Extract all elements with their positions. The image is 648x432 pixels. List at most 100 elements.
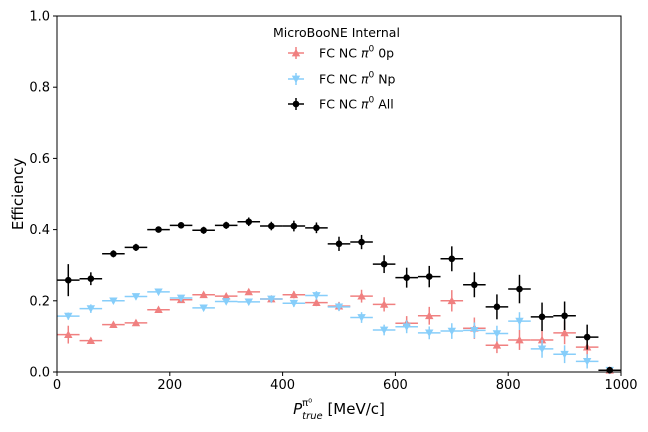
series-2-point-17 — [448, 255, 456, 263]
series-1-point-10 — [289, 299, 299, 308]
x-axis-label-main: P — [293, 400, 303, 418]
series-1-point-22 — [560, 350, 569, 359]
series-1-point-2 — [109, 297, 118, 305]
series-2 — [57, 217, 621, 374]
series-0-point-8 — [244, 287, 253, 296]
series-1-point-3 — [131, 293, 141, 301]
legend-label-0: FC NC π0 0p — [319, 45, 394, 61]
legend-marker-2 — [292, 100, 300, 108]
series-1-point-7 — [222, 298, 231, 306]
y-tick-label-2: 0.4 — [29, 223, 50, 238]
series-1-point-17 — [447, 327, 456, 336]
series-1-point-0 — [64, 312, 73, 321]
series-0-point-2 — [109, 320, 118, 329]
series-2-point-2 — [110, 250, 117, 258]
series-1-point-11 — [312, 292, 321, 300]
series-0-point-13 — [357, 291, 366, 300]
y-axis-label: Efficiency — [9, 158, 27, 230]
y-tick-label-3: 0.6 — [29, 152, 50, 167]
series-2-point-11 — [313, 224, 320, 232]
series-2-point-23 — [583, 333, 591, 341]
series-0-point-4 — [154, 305, 163, 314]
series-0-point-17 — [447, 296, 456, 305]
legend: FC NC π0 0p FC NC π0 Np FC NC π0 All — [288, 45, 396, 112]
series-1-point-5 — [176, 294, 186, 303]
series-1-point-8 — [244, 298, 253, 307]
x-axis-label-sup: π⁰ — [302, 398, 312, 409]
legend-marker-0 — [291, 48, 301, 57]
series-2-point-8 — [245, 218, 253, 226]
series-2-point-12 — [335, 240, 343, 248]
series-1-point-14 — [379, 326, 389, 335]
series-0-point-16 — [425, 311, 434, 320]
x-tick-label-1: 200 — [157, 378, 182, 393]
series-2-point-3 — [132, 244, 140, 251]
series-2-point-5 — [177, 222, 185, 229]
series-1-point-16 — [425, 329, 434, 338]
series-0-point-20 — [515, 335, 524, 344]
series-1-point-4 — [154, 288, 163, 297]
series-1-point-6 — [199, 304, 208, 313]
series-2-point-1 — [87, 275, 95, 283]
series-0-point-1 — [86, 336, 96, 345]
legend-label-1: FC NC π0 Np — [319, 71, 396, 87]
series-2-point-21 — [538, 313, 546, 321]
y-tick-label-0: 0.0 — [29, 366, 50, 381]
series-2-point-18 — [471, 281, 478, 289]
series-2-point-7 — [222, 222, 230, 229]
series-1-point-12 — [334, 303, 344, 312]
legend-marker-1 — [291, 75, 301, 84]
x-tick-label-2: 400 — [270, 378, 295, 393]
series-2-point-19 — [493, 303, 501, 311]
series-0-point-6 — [199, 290, 208, 299]
x-axis-label: Pπ⁰ true [MeV/c] — [293, 398, 385, 422]
series-1-point-13 — [357, 314, 366, 322]
series-0-point-21 — [537, 335, 547, 344]
series-2-point-4 — [155, 226, 162, 233]
x-axis-label-unit: [MeV/c] — [323, 400, 385, 418]
series-2-point-24 — [606, 366, 614, 374]
series-1-point-23 — [582, 357, 592, 366]
series-1-point-19 — [492, 330, 502, 338]
y-tick-label-1: 0.2 — [29, 294, 50, 309]
series-1-point-21 — [537, 345, 547, 354]
ticks-layer: 0 200 400 600 800 1000 0.0 0.2 0.4 0.6 0.8 1.0 — [29, 10, 637, 394]
annotation-label: MicroBooNE Internal — [273, 25, 400, 40]
series-1-point-15 — [402, 323, 411, 331]
series-1-point-9 — [267, 295, 276, 304]
series-0-point-7 — [222, 291, 231, 300]
legend-entry-1: FC NC π0 Np — [288, 71, 396, 87]
series-2-point-22 — [561, 312, 568, 320]
y-tick-label-4: 0.8 — [29, 81, 50, 96]
x-axis-label-sub: true — [302, 411, 323, 422]
series-2-point-0 — [64, 276, 72, 284]
x-tick-label-3: 600 — [383, 378, 408, 393]
plot-frame — [56, 15, 622, 373]
series-2-point-9 — [268, 222, 275, 230]
series-0-point-0 — [64, 330, 73, 338]
x-tick-label-0: 0 — [53, 378, 61, 393]
series-2-point-14 — [380, 260, 388, 268]
series-2-point-15 — [403, 274, 410, 281]
series-1-point-1 — [86, 305, 96, 313]
series-1-point-20 — [515, 317, 524, 326]
series-0-point-11 — [312, 298, 321, 306]
x-tick-label-5: 1000 — [604, 378, 637, 393]
series-0-point-10 — [289, 290, 299, 299]
series-1-point-18 — [470, 326, 479, 335]
y-tick-label-5: 1.0 — [29, 10, 50, 25]
legend-entry-2: FC NC π0 All — [288, 96, 394, 112]
series-0-point-3 — [131, 318, 141, 327]
x-tick-label-4: 800 — [496, 378, 521, 393]
series-0-point-14 — [379, 300, 389, 308]
series-2-point-13 — [358, 238, 365, 246]
legend-entry-0: FC NC π0 0p — [288, 45, 394, 61]
series-2-point-10 — [290, 222, 298, 230]
series-2-point-16 — [425, 273, 433, 280]
series-0-point-19 — [492, 341, 502, 349]
legend-label-2: FC NC π0 All — [319, 96, 394, 112]
series-0-point-22 — [560, 328, 569, 337]
series-2-point-20 — [516, 285, 523, 293]
